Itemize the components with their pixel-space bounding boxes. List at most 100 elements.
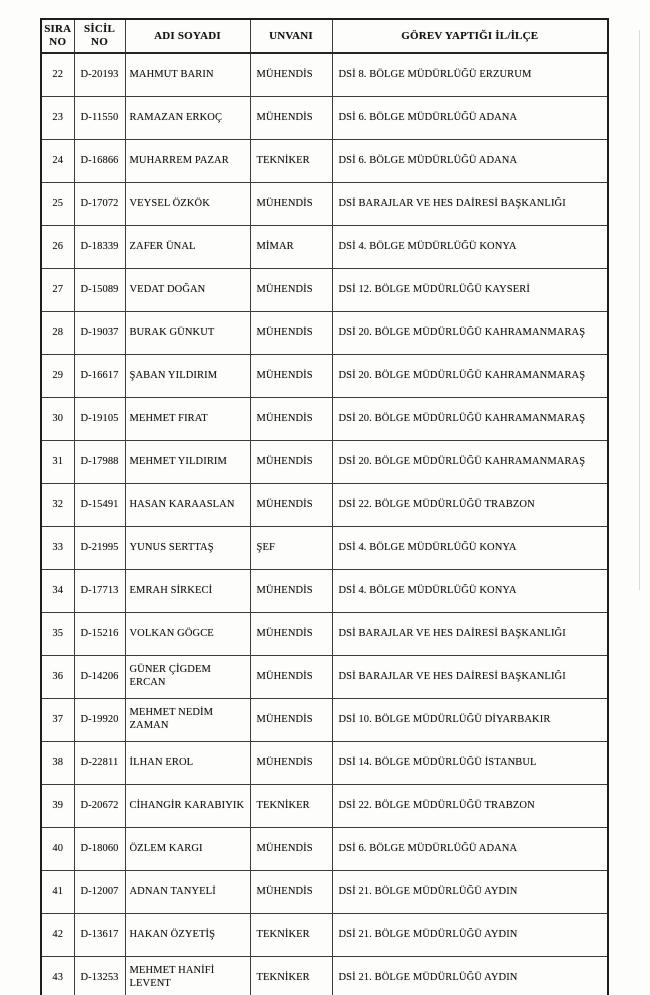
cell-sicil-no: D-11550 <box>73 96 126 140</box>
cell-gorev-yaptigi-il-ilce: DSİ 20. BÖLGE MÜDÜRLÜĞÜ KAHRAMANMARAŞ <box>331 354 609 398</box>
cell-adi-soyadi: VEDAT DOĞAN <box>124 268 251 312</box>
cell-unvani: MÜHENDİS <box>249 311 333 355</box>
table-body: 22 D-20193 MAHMUT BARIN MÜHENDİS DSİ 8. … <box>40 52 609 995</box>
cell-unvani: MÜHENDİS <box>249 870 333 914</box>
cell-sicil-no: D-17713 <box>73 569 126 613</box>
cell-unvani: TEKNİKER <box>249 956 333 995</box>
cell-unvani: MÜHENDİS <box>249 268 333 312</box>
cell-adi-soyadi: ÖZLEM KARGI <box>124 827 251 871</box>
cell-unvani: MİMAR <box>249 225 333 269</box>
cell-unvani: MÜHENDİS <box>249 182 333 226</box>
cell-adi-soyadi: MEHMET NEDİM ZAMAN <box>124 698 251 742</box>
cell-unvani: MÜHENDİS <box>249 569 333 613</box>
table-row: 37 D-19920 MEHMET NEDİM ZAMAN MÜHENDİS D… <box>40 698 609 742</box>
cell-adi-soyadi: CİHANGİR KARABIYIK <box>124 784 251 828</box>
cell-sicil-no: D-18339 <box>73 225 126 269</box>
cell-sicil-no: D-22811 <box>73 741 126 785</box>
scan-artifact-line <box>639 30 640 590</box>
table-row: 22 D-20193 MAHMUT BARIN MÜHENDİS DSİ 8. … <box>40 52 609 97</box>
cell-gorev-yaptigi-il-ilce: DSİ BARAJLAR VE HES DAİRESİ BAŞKANLIĞI <box>331 182 609 226</box>
table-row: 35 D-15216 VOLKAN GÖGCE MÜHENDİS DSİ BAR… <box>40 612 609 656</box>
cell-gorev-yaptigi-il-ilce: DSİ 4. BÖLGE MÜDÜRLÜĞÜ KONYA <box>331 526 609 570</box>
table-row: 39 D-20672 CİHANGİR KARABIYIK TEKNİKER D… <box>40 784 609 828</box>
table-row: 41 D-12007 ADNAN TANYELİ MÜHENDİS DSİ 21… <box>40 870 609 914</box>
cell-adi-soyadi: MEHMET HANİFİ LEVENT <box>124 956 251 995</box>
cell-gorev-yaptigi-il-ilce: DSİ 12. BÖLGE MÜDÜRLÜĞÜ KAYSERİ <box>331 268 609 312</box>
cell-gorev-yaptigi-il-ilce: DSİ 22. BÖLGE MÜDÜRLÜĞÜ TRABZON <box>331 784 609 828</box>
cell-adi-soyadi: HAKAN ÖZYETİŞ <box>124 913 251 957</box>
header-sira-no: SIRA NO <box>40 18 75 54</box>
cell-gorev-yaptigi-il-ilce: DSİ BARAJLAR VE HES DAİRESİ BAŞKANLIĞI <box>331 612 609 656</box>
cell-sicil-no: D-20672 <box>73 784 126 828</box>
cell-adi-soyadi: ADNAN TANYELİ <box>124 870 251 914</box>
cell-sicil-no: D-20193 <box>73 52 126 97</box>
cell-sicil-no: D-17072 <box>73 182 126 226</box>
cell-sira-no: 32 <box>40 483 75 527</box>
cell-unvani: TEKNİKER <box>249 139 333 183</box>
cell-sira-no: 31 <box>40 440 75 484</box>
cell-sira-no: 26 <box>40 225 75 269</box>
cell-sira-no: 28 <box>40 311 75 355</box>
cell-adi-soyadi: BURAK GÜNKUT <box>124 311 251 355</box>
table-row: 32 D-15491 HASAN KARAASLAN MÜHENDİS DSİ … <box>40 483 609 527</box>
table-row: 38 D-22811 İLHAN EROL MÜHENDİS DSİ 14. B… <box>40 741 609 785</box>
cell-adi-soyadi: VOLKAN GÖGCE <box>124 612 251 656</box>
cell-sira-no: 29 <box>40 354 75 398</box>
header-adi-soyadi: ADI SOYADI <box>124 18 251 54</box>
header-unvani: UNVANI <box>249 18 333 54</box>
cell-adi-soyadi: HASAN KARAASLAN <box>124 483 251 527</box>
cell-unvani: MÜHENDİS <box>249 827 333 871</box>
cell-sira-no: 27 <box>40 268 75 312</box>
cell-gorev-yaptigi-il-ilce: DSİ 4. BÖLGE MÜDÜRLÜĞÜ KONYA <box>331 569 609 613</box>
table-row: 34 D-17713 EMRAH SİRKECİ MÜHENDİS DSİ 4.… <box>40 569 609 613</box>
cell-unvani: MÜHENDİS <box>249 52 333 97</box>
cell-sira-no: 35 <box>40 612 75 656</box>
cell-unvani: MÜHENDİS <box>249 354 333 398</box>
table-row: 36 D-14206 GÜNER ÇİGDEM ERCAN MÜHENDİS D… <box>40 655 609 699</box>
cell-gorev-yaptigi-il-ilce: DSİ 20. BÖLGE MÜDÜRLÜĞÜ KAHRAMANMARAŞ <box>331 397 609 441</box>
cell-adi-soyadi: RAMAZAN ERKOÇ <box>124 96 251 140</box>
header-gorev-yaptigi-il-ilce: GÖREV YAPTIĞI İL/İLÇE <box>331 18 609 54</box>
cell-unvani: MÜHENDİS <box>249 698 333 742</box>
cell-adi-soyadi: MAHMUT BARIN <box>124 52 251 97</box>
cell-sicil-no: D-19105 <box>73 397 126 441</box>
cell-sicil-no: D-13253 <box>73 956 126 995</box>
cell-sira-no: 30 <box>40 397 75 441</box>
cell-sira-no: 39 <box>40 784 75 828</box>
cell-unvani: MÜHENDİS <box>249 440 333 484</box>
cell-unvani: MÜHENDİS <box>249 96 333 140</box>
table-row: 27 D-15089 VEDAT DOĞAN MÜHENDİS DSİ 12. … <box>40 268 609 312</box>
cell-sira-no: 42 <box>40 913 75 957</box>
cell-unvani: TEKNİKER <box>249 784 333 828</box>
cell-gorev-yaptigi-il-ilce: DSİ 6. BÖLGE MÜDÜRLÜĞÜ ADANA <box>331 96 609 140</box>
cell-sicil-no: D-17988 <box>73 440 126 484</box>
cell-gorev-yaptigi-il-ilce: DSİ 14. BÖLGE MÜDÜRLÜĞÜ İSTANBUL <box>331 741 609 785</box>
table-row: 30 D-19105 MEHMET FIRAT MÜHENDİS DSİ 20.… <box>40 397 609 441</box>
cell-sicil-no: D-15089 <box>73 268 126 312</box>
cell-sira-no: 40 <box>40 827 75 871</box>
cell-gorev-yaptigi-il-ilce: DSİ 22. BÖLGE MÜDÜRLÜĞÜ TRABZON <box>331 483 609 527</box>
cell-unvani: ŞEF <box>249 526 333 570</box>
cell-gorev-yaptigi-il-ilce: DSİ 6. BÖLGE MÜDÜRLÜĞÜ ADANA <box>331 827 609 871</box>
cell-gorev-yaptigi-il-ilce: DSİ 20. BÖLGE MÜDÜRLÜĞÜ KAHRAMANMARAŞ <box>331 440 609 484</box>
header-sicil-no: SİCİL NO <box>73 18 126 54</box>
header-row: SIRA NO SİCİL NO ADI SOYADI UNVANI GÖREV… <box>40 18 609 54</box>
table-row: 23 D-11550 RAMAZAN ERKOÇ MÜHENDİS DSİ 6.… <box>40 96 609 140</box>
cell-sicil-no: D-21995 <box>73 526 126 570</box>
cell-adi-soyadi: VEYSEL ÖZKÖK <box>124 182 251 226</box>
cell-adi-soyadi: ZAFER ÜNAL <box>124 225 251 269</box>
table-row: 31 D-17988 MEHMET YILDIRIM MÜHENDİS DSİ … <box>40 440 609 484</box>
cell-gorev-yaptigi-il-ilce: DSİ 21. BÖLGE MÜDÜRLÜĞÜ AYDIN <box>331 913 609 957</box>
table-row: 43 D-13253 MEHMET HANİFİ LEVENT TEKNİKER… <box>40 956 609 995</box>
cell-sicil-no: D-19037 <box>73 311 126 355</box>
cell-sicil-no: D-14206 <box>73 655 126 699</box>
table-row: 42 D-13617 HAKAN ÖZYETİŞ TEKNİKER DSİ 21… <box>40 913 609 957</box>
cell-adi-soyadi: ŞABAN YILDIRIM <box>124 354 251 398</box>
cell-unvani: MÜHENDİS <box>249 655 333 699</box>
cell-sicil-no: D-12007 <box>73 870 126 914</box>
cell-adi-soyadi: MEHMET FIRAT <box>124 397 251 441</box>
cell-gorev-yaptigi-il-ilce: DSİ 20. BÖLGE MÜDÜRLÜĞÜ KAHRAMANMARAŞ <box>331 311 609 355</box>
cell-sira-no: 38 <box>40 741 75 785</box>
table-row: 25 D-17072 VEYSEL ÖZKÖK MÜHENDİS DSİ BAR… <box>40 182 609 226</box>
